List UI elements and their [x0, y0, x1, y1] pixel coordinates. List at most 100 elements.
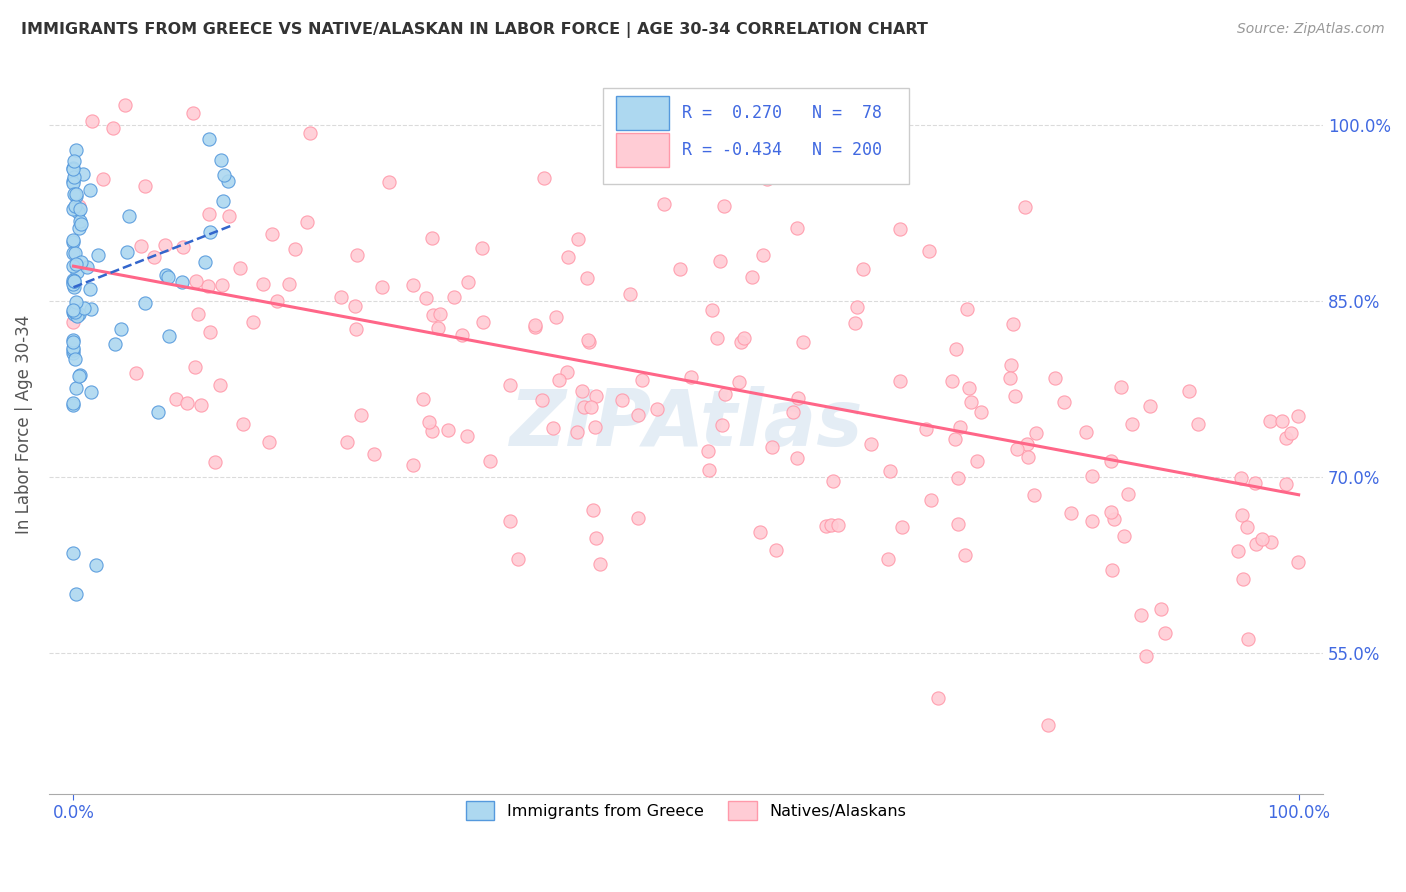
Point	[69, 368, 91, 383]
Point	[197, 206, 219, 220]
Point	[1286, 555, 1309, 569]
Point	[62, 396, 84, 410]
Point	[627, 511, 650, 525]
Point	[65, 382, 87, 396]
Point	[555, 365, 578, 379]
Point	[186, 274, 208, 288]
Point	[134, 296, 156, 310]
Point	[669, 261, 692, 276]
Point	[65, 309, 87, 323]
Point	[761, 440, 783, 454]
Point	[79, 282, 101, 296]
Point	[63, 304, 86, 318]
Point	[65, 295, 87, 310]
Point	[450, 327, 472, 342]
Point	[65, 587, 87, 601]
Point	[70, 217, 93, 231]
Point	[62, 234, 84, 248]
Point	[63, 199, 86, 213]
Point	[782, 405, 804, 419]
Point	[946, 471, 969, 485]
Point	[567, 232, 589, 246]
Point	[696, 444, 718, 458]
Point	[62, 259, 84, 273]
Point	[437, 423, 460, 437]
Point	[728, 376, 751, 390]
Point	[915, 422, 938, 436]
Point	[877, 551, 900, 566]
Point	[1236, 519, 1258, 533]
Point	[62, 341, 84, 355]
Point	[371, 280, 394, 294]
Point	[420, 424, 443, 438]
Point	[412, 392, 434, 406]
Point	[966, 454, 988, 468]
Point	[1227, 543, 1250, 558]
Point	[402, 458, 425, 472]
Point	[681, 369, 703, 384]
Text: Source: ZipAtlas.com: Source: ZipAtlas.com	[1237, 22, 1385, 37]
Point	[1025, 426, 1047, 441]
Point	[118, 209, 141, 223]
Y-axis label: In Labor Force | Age 30-34: In Labor Force | Age 30-34	[15, 315, 32, 534]
Point	[129, 239, 152, 253]
Point	[998, 371, 1021, 385]
Point	[153, 238, 176, 252]
Point	[146, 405, 169, 419]
Point	[426, 320, 449, 334]
Point	[422, 308, 444, 322]
Point	[479, 454, 502, 468]
Point	[1286, 409, 1309, 423]
Point	[889, 222, 911, 236]
Point	[955, 548, 977, 562]
Point	[1274, 431, 1296, 445]
Point	[218, 210, 240, 224]
Point	[1230, 470, 1253, 484]
Point	[815, 518, 838, 533]
Point	[786, 391, 808, 405]
Point	[1053, 395, 1076, 409]
Point	[1007, 442, 1029, 456]
Point	[346, 248, 368, 262]
Point	[194, 255, 217, 269]
Point	[62, 273, 84, 287]
Point	[956, 301, 979, 316]
Point	[443, 290, 465, 304]
Point	[170, 275, 193, 289]
FancyBboxPatch shape	[616, 134, 669, 168]
Point	[630, 373, 652, 387]
Point	[157, 270, 180, 285]
Point	[524, 318, 547, 332]
Point	[297, 215, 319, 229]
Point	[1150, 602, 1173, 616]
Point	[1274, 476, 1296, 491]
Point	[143, 250, 166, 264]
Point	[172, 240, 194, 254]
Point	[1099, 504, 1122, 518]
Point	[62, 176, 84, 190]
Point	[1121, 417, 1143, 431]
Point	[959, 395, 981, 409]
Point	[943, 433, 966, 447]
Point	[524, 319, 547, 334]
Point	[190, 399, 212, 413]
Point	[548, 373, 571, 387]
Point	[79, 302, 101, 317]
Point	[544, 310, 567, 325]
Point	[920, 493, 942, 508]
Point	[700, 303, 723, 318]
Point	[63, 170, 86, 185]
Point	[1004, 389, 1026, 403]
Point	[62, 333, 84, 347]
Point	[645, 402, 668, 417]
Point	[284, 242, 307, 256]
Point	[1243, 476, 1265, 491]
Point	[212, 168, 235, 182]
Point	[879, 464, 901, 478]
Point	[1099, 454, 1122, 468]
Point	[260, 227, 283, 241]
Point	[697, 463, 720, 477]
Point	[184, 359, 207, 374]
Point	[585, 531, 607, 545]
Point	[576, 333, 599, 347]
